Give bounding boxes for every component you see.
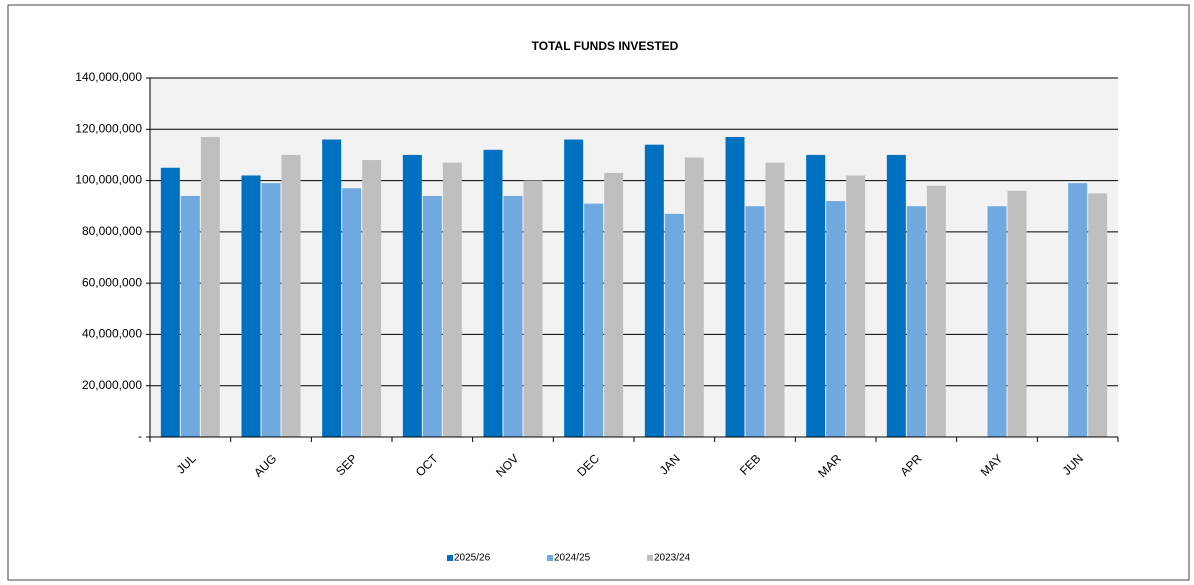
chart-title: TOTAL FUNDS INVESTED [532,39,679,53]
legend-text: 2023/24 [654,553,691,564]
bar [1007,190,1027,437]
y-tick-label: 120,000,000 [75,121,142,135]
bar [261,183,281,437]
legend-swatch [447,555,453,561]
bar [684,157,704,437]
legend-text: 2024/25 [554,553,591,564]
y-tick-label: 140,000,000 [75,70,142,84]
bar [342,188,362,437]
bar [886,154,906,437]
y-tick-label: - [138,429,142,443]
bar [160,167,180,437]
bar [926,185,946,437]
y-tick-label: 100,000,000 [75,173,142,187]
bar [362,160,382,438]
legend-swatch [647,555,653,561]
bar [584,203,604,437]
bar [664,213,684,437]
bar [523,180,543,438]
bar [442,162,462,437]
legend-swatch [547,555,553,561]
bar [1088,193,1108,437]
bar [564,139,584,438]
bar [402,154,422,437]
plot-area [150,78,1118,437]
legend-text: 2025/26 [454,553,491,564]
bar [241,175,261,437]
bar [765,162,785,437]
y-tick-label: 20,000,000 [82,378,142,392]
bar [422,195,442,437]
bar [725,136,745,437]
bar [806,154,826,437]
bar [322,139,342,438]
bar [846,175,866,437]
bar [1068,183,1088,437]
bar [281,154,301,437]
y-tick-label: 80,000,000 [82,224,142,238]
bar [483,149,503,438]
bar [644,144,664,437]
bar [200,136,220,437]
y-tick-label: 40,000,000 [82,327,142,341]
bar [604,172,624,437]
bar [745,206,765,437]
bar [906,206,926,437]
bar [987,206,1007,437]
bar [826,201,846,437]
bar [180,195,200,437]
y-tick-label: 60,000,000 [82,275,142,289]
bar [503,195,523,437]
